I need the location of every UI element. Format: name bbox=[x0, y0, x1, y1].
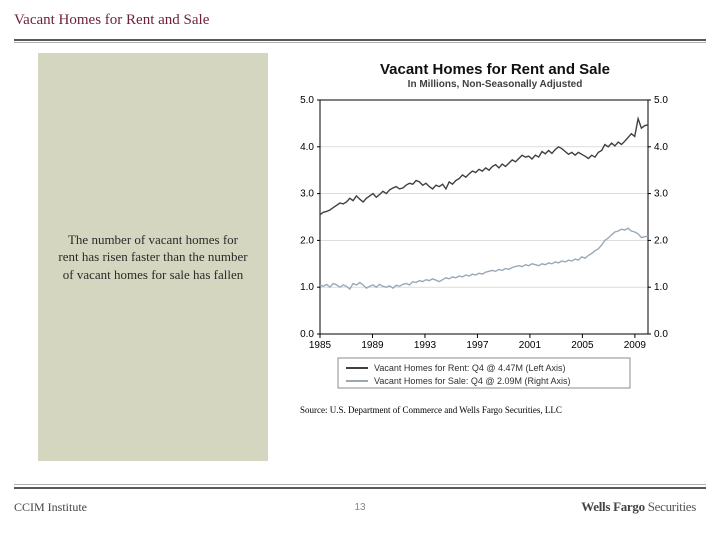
svg-text:2.0: 2.0 bbox=[654, 235, 668, 246]
svg-text:2001: 2001 bbox=[519, 340, 542, 351]
svg-text:1.0: 1.0 bbox=[300, 282, 314, 293]
svg-text:2009: 2009 bbox=[624, 340, 647, 351]
footer: CCIM Institute 13 Wells Fargo Securities bbox=[0, 484, 720, 540]
header-rule-thick bbox=[14, 39, 706, 41]
svg-text:3.0: 3.0 bbox=[300, 189, 314, 200]
svg-text:4.0: 4.0 bbox=[300, 142, 314, 153]
svg-text:1985: 1985 bbox=[309, 340, 332, 351]
page-title: Vacant Homes for Rent and Sale bbox=[14, 12, 706, 29]
header-rule-thin bbox=[14, 42, 706, 43]
svg-text:4.0: 4.0 bbox=[654, 142, 668, 153]
footer-rule-thin bbox=[14, 484, 706, 485]
svg-text:0.0: 0.0 bbox=[300, 329, 314, 340]
svg-text:1993: 1993 bbox=[414, 340, 437, 351]
chart-panel: Vacant Homes for Rent and Sale In Millio… bbox=[268, 53, 706, 461]
svg-text:0.0: 0.0 bbox=[654, 329, 668, 340]
footer-brand-bold: Wells Fargo bbox=[581, 499, 645, 514]
svg-text:3.0: 3.0 bbox=[654, 189, 668, 200]
svg-text:5.0: 5.0 bbox=[654, 95, 668, 106]
svg-text:1989: 1989 bbox=[361, 340, 384, 351]
content-row: The number of vacant homes for rent has … bbox=[0, 53, 720, 461]
page-number: 13 bbox=[354, 502, 365, 513]
svg-text:2.0: 2.0 bbox=[300, 235, 314, 246]
svg-text:1997: 1997 bbox=[466, 340, 489, 351]
svg-text:5.0: 5.0 bbox=[300, 95, 314, 106]
chart-title: Vacant Homes for Rent and Sale bbox=[284, 61, 706, 78]
svg-text:Vacant Homes for Rent: Q4 @ 4.: Vacant Homes for Rent: Q4 @ 4.47M (Left … bbox=[374, 363, 566, 373]
chart-subtitle: In Millions, Non-Seasonally Adjusted bbox=[284, 79, 706, 90]
sidebar-panel: The number of vacant homes for rent has … bbox=[38, 53, 268, 461]
chart-svg: 0.0 0.0 1.0 1.0 2.0 2.0 3.0 3.0 4.0 4.0 5.0 5.0 1985… bbox=[284, 94, 684, 394]
svg-text:2005: 2005 bbox=[571, 340, 594, 351]
source-text: Source: U.S. Department of Commerce and … bbox=[300, 405, 706, 415]
footer-brand-light: Securities bbox=[645, 499, 696, 514]
svg-text:1.0: 1.0 bbox=[654, 282, 668, 293]
svg-text:Vacant Homes for Sale: Q4 @ 2.: Vacant Homes for Sale: Q4 @ 2.09M (Right… bbox=[374, 376, 571, 386]
footer-brand: Wells Fargo Securities bbox=[581, 499, 696, 515]
sidebar-text: The number of vacant homes for rent has … bbox=[58, 231, 248, 284]
footer-left: CCIM Institute bbox=[14, 500, 87, 515]
